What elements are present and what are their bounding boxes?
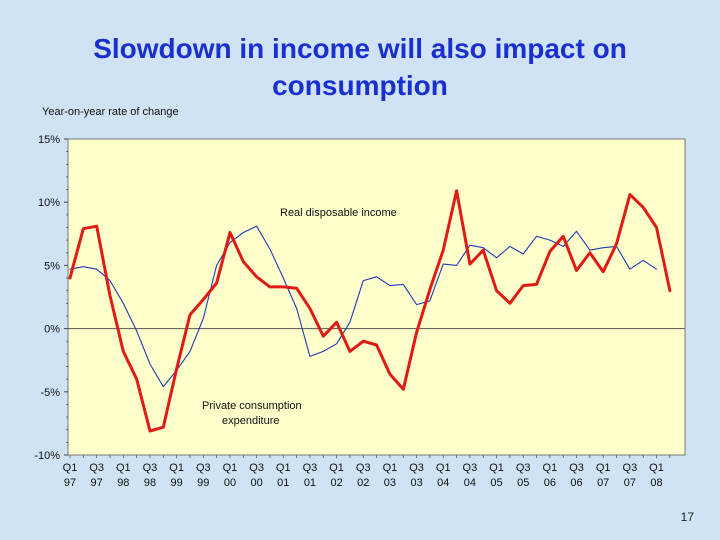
x-tick-label-quarter: Q3 xyxy=(89,462,104,474)
x-tick-label-quarter: Q1 xyxy=(649,462,664,474)
x-tick-label-year: 99 xyxy=(197,477,209,489)
x-tick-label-quarter: Q1 xyxy=(329,462,344,474)
x-tick-label-quarter: Q1 xyxy=(223,462,238,474)
x-tick-label-quarter: Q3 xyxy=(143,462,158,474)
x-tick-label-year: 06 xyxy=(544,477,556,489)
x-tick-label-quarter: Q1 xyxy=(543,462,558,474)
x-tick-label-quarter: Q1 xyxy=(383,462,398,474)
x-tick-label-year: 03 xyxy=(384,477,396,489)
series-lines xyxy=(68,189,672,433)
x-tick-label-quarter: Q3 xyxy=(569,462,584,474)
plot-area xyxy=(67,138,686,456)
x-tick-label-year: 01 xyxy=(277,477,289,489)
x-tick-label-quarter: Q3 xyxy=(249,462,264,474)
x-tick-label-year: 08 xyxy=(650,477,662,489)
y-tick-label: 0% xyxy=(44,324,60,336)
y-tick-label: 5% xyxy=(44,260,60,272)
x-tick-label-quarter: Q3 xyxy=(356,462,371,474)
y-axis-label: Year-on-year rate of change xyxy=(42,106,179,118)
x-tick-label-year: 99 xyxy=(171,477,183,489)
x-tick-label-year: 00 xyxy=(250,477,262,489)
x-tick-label-year: 03 xyxy=(410,477,422,489)
x-tick-label-year: 06 xyxy=(570,477,582,489)
x-tick-label-quarter: Q1 xyxy=(596,462,611,474)
annotation-real-disposable-income: Real disposable income xyxy=(280,207,397,219)
slide-title: Slowdown in income will also impact on c… xyxy=(20,30,700,104)
x-tick-label-year: 98 xyxy=(117,477,129,489)
x-tick-label-year: 05 xyxy=(517,477,529,489)
slide-number: 17 xyxy=(680,510,694,524)
x-tick-label-year: 00 xyxy=(224,477,236,489)
slide-title-line-2: consumption xyxy=(272,70,448,101)
x-tick-label-quarter: Q3 xyxy=(409,462,424,474)
x-tick-label-year: 04 xyxy=(437,477,449,489)
slide-title-line-1: Slowdown in income will also impact on xyxy=(93,33,627,64)
annotation-private-consumption-line-1: Private consumption xyxy=(202,400,302,412)
x-tick-label-year: 05 xyxy=(490,477,502,489)
x-tick-label-quarter: Q1 xyxy=(169,462,184,474)
x-tick-label-quarter: Q3 xyxy=(463,462,478,474)
annotation-private-consumption-line-2: expenditure xyxy=(222,415,280,427)
x-tick-label-year: 97 xyxy=(64,477,76,489)
y-axis: -10% -5% 0% 5% 10% 15% xyxy=(34,134,685,462)
x-tick-label-year: 04 xyxy=(464,477,476,489)
x-tick-label-quarter: Q3 xyxy=(516,462,531,474)
series-line-private-consumption-expenditure xyxy=(68,189,672,433)
x-tick-label-year: 01 xyxy=(304,477,316,489)
y-tick-label: -10% xyxy=(34,450,60,462)
x-tick-label-quarter: Q1 xyxy=(489,462,504,474)
x-tick-label-quarter: Q1 xyxy=(116,462,131,474)
x-tick-label-year: 07 xyxy=(597,477,609,489)
x-tick-label-quarter: Q1 xyxy=(436,462,451,474)
x-tick-label-year: 02 xyxy=(357,477,369,489)
x-tick-label-quarter: Q1 xyxy=(276,462,291,474)
x-tick-label-quarter: Q3 xyxy=(623,462,638,474)
x-tick-label-year: 07 xyxy=(624,477,636,489)
x-tick-label-year: 97 xyxy=(91,477,103,489)
x-tick-label-quarter: Q1 xyxy=(63,462,78,474)
x-tick-label-quarter: Q3 xyxy=(196,462,211,474)
x-tick-label-year: 02 xyxy=(330,477,342,489)
x-tick-label-year: 98 xyxy=(144,477,156,489)
x-axis: Q1 97 Q3 97 Q1 98 Q3 98 Q1 99 Q3 99 Q1 00 Q3 00 Q1 01 Q3 01… xyxy=(63,455,671,489)
y-tick-label: -5% xyxy=(40,387,60,399)
x-tick-label-quarter: Q3 xyxy=(303,462,318,474)
y-tick-label: 15% xyxy=(38,134,60,146)
series-line-real-disposable-income xyxy=(69,225,658,388)
y-tick-label: 10% xyxy=(38,197,60,209)
